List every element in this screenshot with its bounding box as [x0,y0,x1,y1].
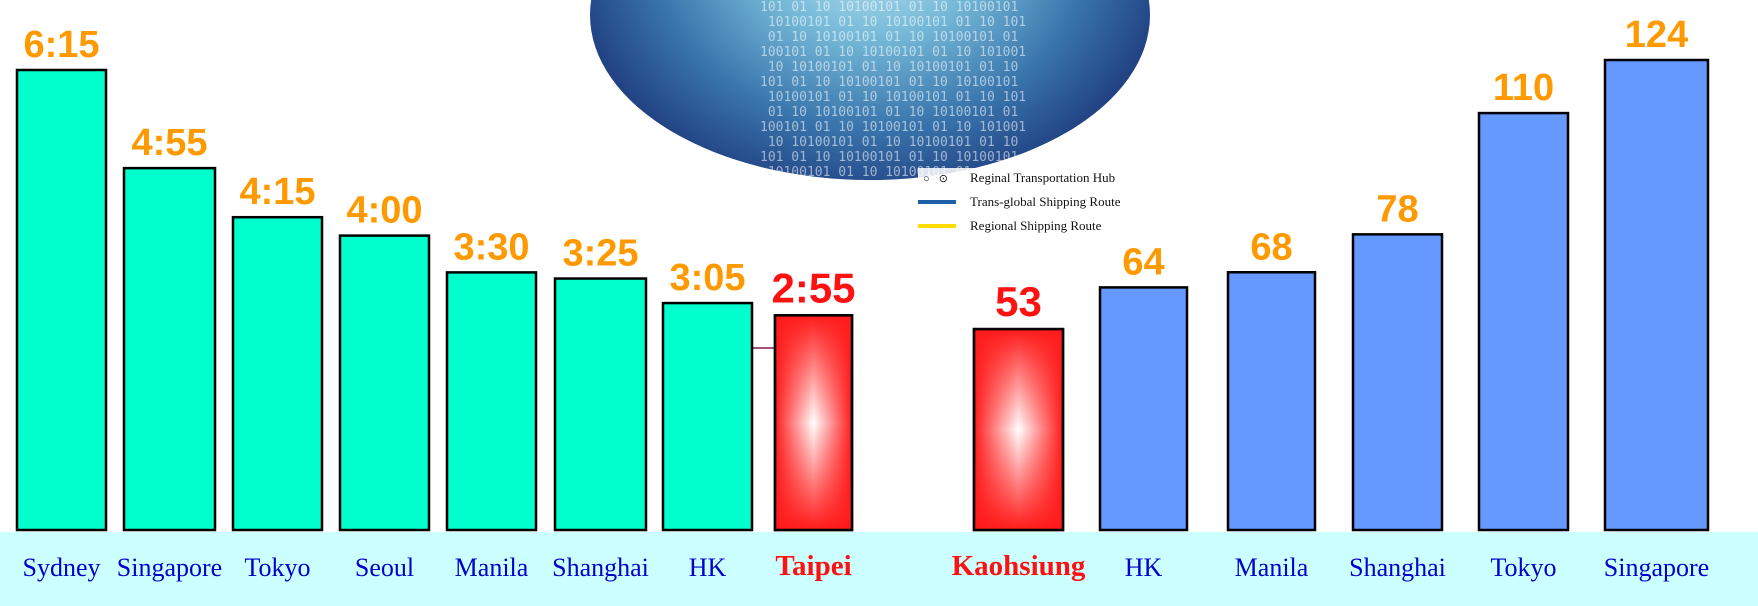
value-label-port-tokyo: 110 [1493,67,1554,109]
connector-line [752,347,776,349]
city-label-port-hk: HK [1124,553,1163,582]
bar-port-tokyo [1477,111,1570,532]
city-label-port-shanghai: Shanghai [1349,553,1446,582]
bar-flight-singapore [122,166,217,532]
value-label-flight-seoul: 4:00 [346,190,422,232]
legend-label: Reginal Transportation Hub [970,170,1116,185]
city-label-flight-taipei: Taipei [775,550,852,582]
city-label-flight-shanghai: Shanghai [552,553,649,582]
yellow-line-swatch [918,224,956,228]
bar-flight-tokyo [231,215,324,532]
value-label-flight-tokyo: 4:15 [239,171,315,213]
city-label-flight-seoul: Seoul [354,553,415,582]
bar-highlight-overlay-kaohsiung [972,327,1065,532]
bar-port-shanghai [1351,233,1444,532]
value-label-flight-hk: 3:05 [669,257,745,299]
bar-port-singapore [1603,58,1710,532]
value-label-port-manila: 68 [1250,226,1292,268]
city-label-flight-singapore: Singapore [116,553,223,582]
blue-line-swatch [918,200,956,204]
bar-port-hk [1098,286,1189,532]
city-label-port-kaohsiung: Kaohsiung [951,550,1086,582]
city-label-strip [0,532,1758,606]
value-label-flight-sydney: 6:15 [23,24,99,66]
legend-item-trans-global: Trans-global Shipping Route [918,192,1120,212]
value-label-port-hk: 64 [1122,241,1164,283]
hub-circles-icon: ○ ⊙ [923,172,951,185]
legend-item-hub: ○ ⊙ Reginal Transportation Hub [918,168,1115,188]
map-legend: ○ ⊙ Reginal Transportation Hub Trans-glo… [918,168,1168,235]
city-label-flight-manila: Manila [454,553,529,582]
value-label-flight-shanghai: 3:25 [562,233,638,275]
city-label-port-tokyo: Tokyo [1490,553,1557,582]
legend-label: Regional Shipping Route [970,218,1102,233]
city-label-flight-hk: HK [688,553,727,582]
city-label-flight-sydney: Sydney [22,553,101,582]
value-label-port-shanghai: 78 [1376,188,1418,230]
bar-highlight-overlay-taipei [773,314,854,532]
value-label-port-kaohsiung: 53 [995,278,1042,325]
value-label-flight-singapore: 4:55 [131,122,207,164]
city-label-flight-tokyo: Tokyo [244,553,311,582]
value-label-flight-taipei: 2:55 [771,264,855,311]
value-label-flight-manila: 3:30 [453,226,529,268]
bar-flight-hk [661,301,754,532]
bar-flight-sydney [15,68,108,532]
legend-label: Trans-global Shipping Route [970,194,1121,209]
legend-item-regional: Regional Shipping Route [918,216,1101,235]
city-label-port-manila: Manila [1234,553,1309,582]
value-label-port-singapore: 124 [1625,14,1688,56]
bar-flight-seoul [338,234,431,532]
bar-flight-manila [445,271,538,532]
city-label-port-singapore: Singapore [1603,553,1710,582]
bar-flight-shanghai [553,277,648,532]
bar-port-manila [1226,271,1317,532]
